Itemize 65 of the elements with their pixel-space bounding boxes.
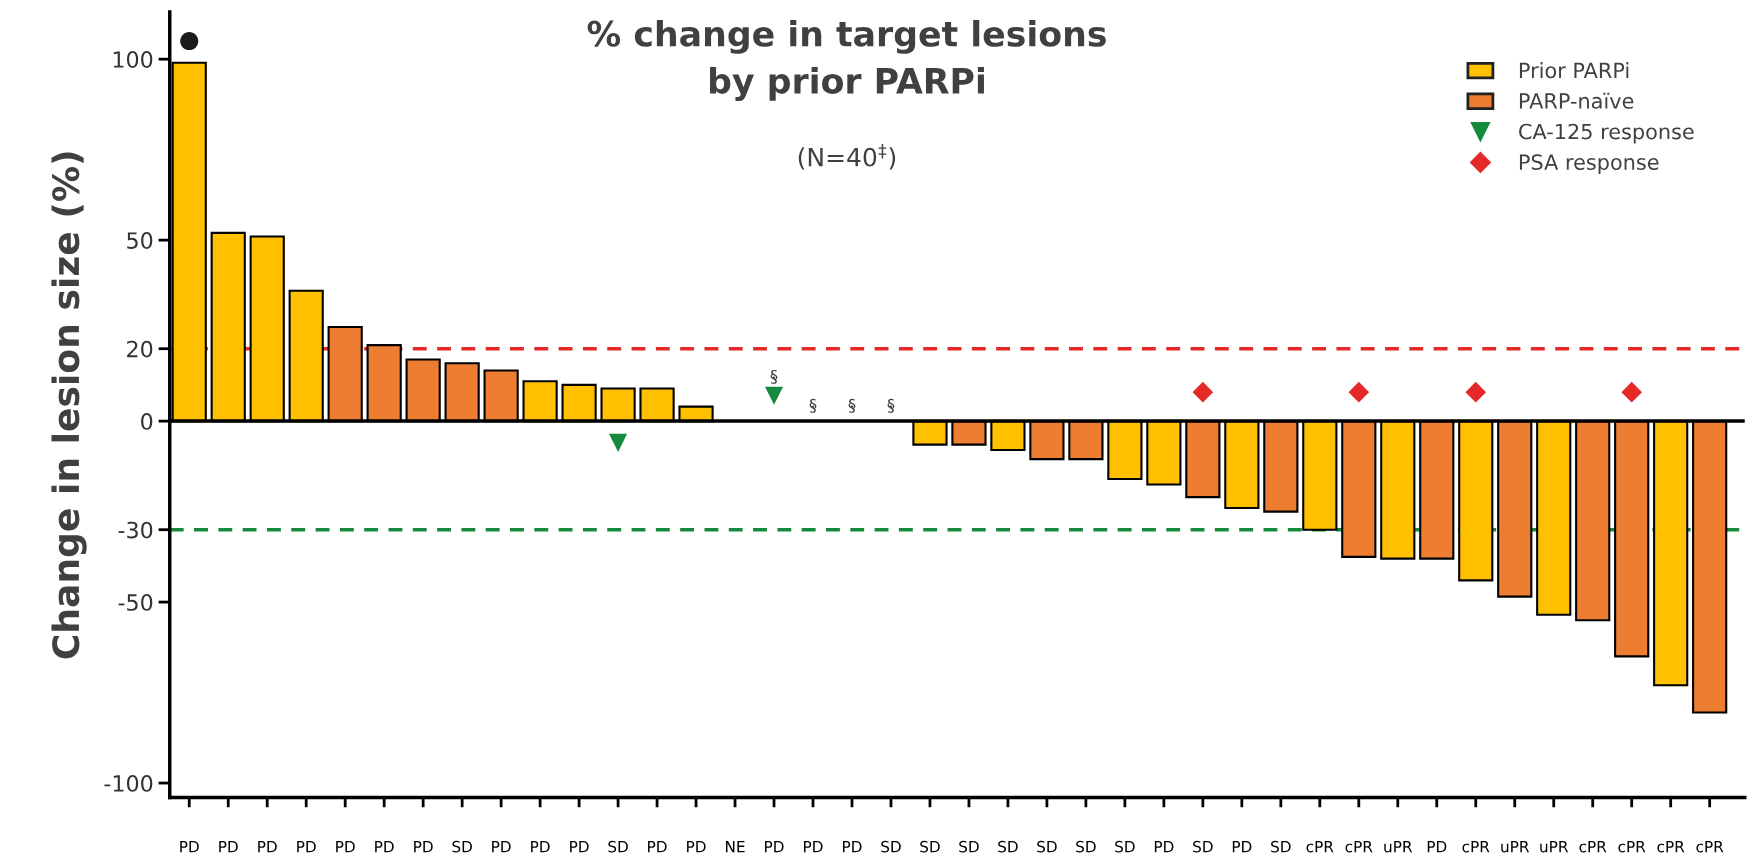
y-tick-label: 50 [127,232,153,249]
y-tick-label: -50 [118,594,153,611]
y-axis-title: Change in lesion size (%) [51,152,87,659]
data-label: § [770,369,778,384]
x-tick-label: PD [336,841,355,853]
x-tick-label: PD [180,841,199,853]
legend-label: PARP-naïve [1519,92,1634,109]
x-tick-label: uPR [1501,841,1530,853]
x-tick-label: SD [1193,840,1213,853]
x-tick-label: PD [687,841,706,853]
x-tick-label: uPR [1384,841,1413,853]
x-tick-label: cPR [1579,841,1607,853]
data-label: § [848,398,856,413]
x-tick-label: PD [1427,841,1447,853]
x-tick-label: cPR [1696,841,1724,853]
x-tick-label: SD [608,840,628,853]
x-tick-label: SD [452,840,472,853]
y-tick-label: 100 [113,51,153,68]
x-tick-label: PD [531,841,550,853]
y-tick-label: -100 [104,775,153,792]
legend-label: Prior PARPi [1519,62,1629,79]
x-tick-label: PD [297,841,316,853]
x-tick-label: cPR [1657,841,1685,853]
point [180,32,199,51]
y-tick-label: 20 [127,340,153,358]
x-tick-label: PD [765,841,784,853]
x-tick-label: SD [959,840,979,853]
x-tick-label: PD [258,841,277,853]
x-tick-label: PD [570,841,589,853]
legend-label: CA-125 response [1519,123,1694,144]
x-tick-label: cPR [1618,841,1646,853]
x-tick-label: PD [648,841,667,853]
x-tick-label: SD [1076,840,1096,853]
x-tick-label: SD [998,840,1018,853]
x-tick-label: cPR [1462,841,1490,853]
x-tick-label: SD [881,840,901,853]
x-tick-label: PD [843,841,862,853]
x-tick-label: SD [1115,840,1135,853]
x-tick-label: NE [725,841,745,853]
x-tick-label: PD [1154,841,1174,853]
x-tick-label: PD [219,841,238,853]
x-tick-label: PD [492,841,511,853]
x-tick-label: PD [414,841,433,853]
point [764,386,784,405]
x-tick-label: cPR [1345,841,1373,853]
legend-label: PSA response [1519,154,1659,175]
point [1348,381,1370,403]
x-tick-label: PD [375,841,394,853]
y-tick-label: -30 [118,521,153,539]
point [1621,381,1642,403]
x-tick-label: SD [1037,840,1057,853]
x-tick-label: SD [920,840,940,853]
x-tick-label: SD [1271,840,1291,853]
text: (N=40$^{‡}$) [798,143,896,170]
y-tick-label: 0 [141,413,153,430]
point [1192,381,1214,403]
text: % change in target lesions by prior PARPi [587,19,1106,101]
x-tick-label: PD [804,841,823,853]
x-tick-label: cPR [1306,841,1334,853]
point [1465,381,1487,403]
x-tick-label: uPR [1540,841,1569,853]
x-tick-label: PD [1232,841,1252,853]
point [609,433,628,452]
data-label: § [887,398,895,413]
data-label: § [809,398,817,413]
